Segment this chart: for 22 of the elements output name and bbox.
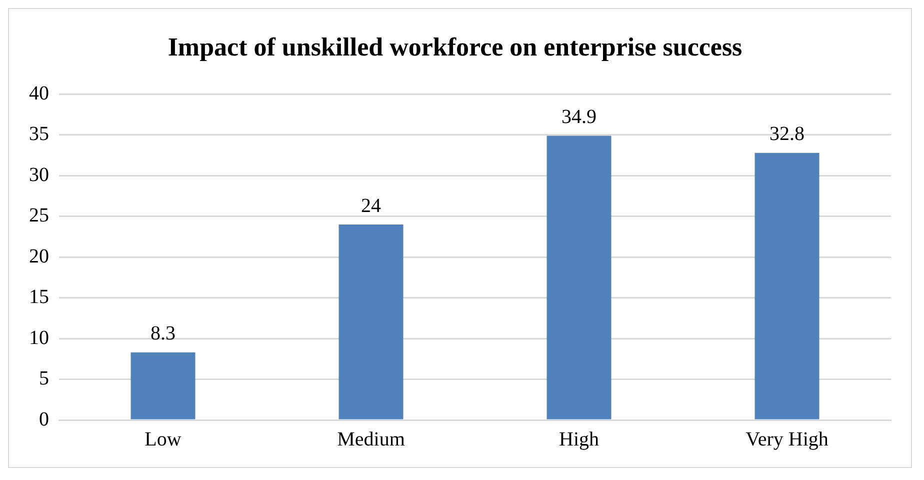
data-label: 24 — [361, 194, 381, 217]
x-tick-label: Medium — [337, 428, 406, 450]
chart-title: Impact of unskilled workforce on enterprise success — [168, 32, 742, 62]
y-tick-label: 40 — [29, 82, 49, 104]
y-tick-label: 20 — [29, 245, 49, 268]
y-tick-label: 15 — [29, 286, 49, 308]
data-label: 34.9 — [562, 106, 596, 128]
data-label: 8.3 — [150, 322, 176, 345]
bar — [546, 136, 612, 420]
y-tick-label: 35 — [29, 123, 49, 146]
bar — [754, 152, 820, 420]
x-tick-label: High — [559, 428, 599, 450]
x-tick-label: Very High — [746, 428, 828, 450]
y-tick-label: 30 — [29, 164, 49, 186]
y-tick-label: 25 — [29, 204, 49, 227]
x-tick-label: Low — [144, 428, 182, 450]
bar — [130, 352, 196, 420]
y-tick-label: 10 — [29, 326, 49, 349]
y-tick-label: 0 — [39, 408, 49, 430]
data-label: 32.8 — [770, 123, 804, 146]
bar — [338, 224, 404, 420]
y-tick-label: 5 — [39, 368, 49, 390]
